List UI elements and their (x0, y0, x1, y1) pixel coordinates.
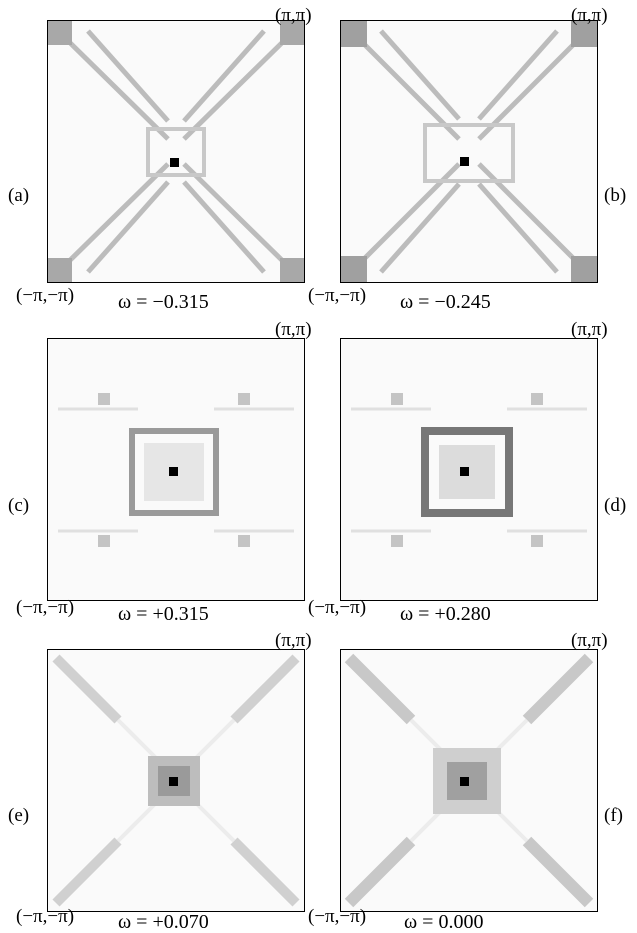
panel-e (47, 649, 305, 912)
panel-a-map (48, 21, 304, 282)
panel-f-corner-bl: (−π,−π) (308, 906, 367, 927)
panel-b-omega: ω = −0.245 (400, 291, 491, 313)
panel-c-map (58, 393, 294, 547)
panel-d-omega: ω = +0.280 (400, 603, 491, 625)
panel-a-corner-tr: (π,π) (275, 5, 312, 26)
panel-c-corner-bl: (−π,−π) (16, 597, 75, 618)
panel-e-center-peak (169, 777, 178, 786)
panel-e-omega: ω = +0.070 (118, 911, 209, 933)
panel-e-corner-tr: (π,π) (275, 630, 312, 651)
panel-f-omega: ω = 0.000 (404, 911, 484, 933)
panel-d-corner-tr: (π,π) (571, 319, 608, 340)
panel-f-label: (f) (604, 805, 623, 826)
panel-b-center-peak (460, 157, 469, 166)
panel-d-label: (d) (604, 495, 627, 516)
panel-c-label: (c) (8, 495, 30, 516)
panel-d (340, 338, 598, 601)
panel-c-corner-tr: (π,π) (275, 319, 312, 340)
panel-a-corner-bl: (−π,−π) (16, 285, 75, 306)
panel-f-map (344, 653, 594, 908)
panel-a (47, 20, 305, 283)
panel-d-center-peak (460, 467, 469, 476)
panel-c (47, 338, 305, 601)
panel-d-map (351, 393, 587, 547)
panel-d-corner-bl: (−π,−π) (308, 597, 367, 618)
panel-e-corner-bl: (−π,−π) (16, 906, 75, 927)
panel-f (340, 649, 598, 912)
panel-c-center-peak (169, 467, 178, 476)
panel-b-label: (b) (604, 185, 627, 206)
panel-b (340, 20, 598, 283)
panel-a-omega: ω = −0.315 (118, 291, 209, 313)
panel-b-arms (349, 29, 589, 274)
panel-b-corner-bl: (−π,−π) (308, 285, 367, 306)
panel-e-label: (e) (8, 805, 30, 826)
panel-a-center-peak (170, 158, 179, 167)
panel-e-map (52, 654, 300, 907)
panel-f-center-peak (460, 777, 469, 786)
panel-f-corner-tr: (π,π) (571, 630, 608, 651)
panel-a-label: (a) (8, 185, 30, 206)
panel-c-omega: ω = +0.315 (118, 603, 209, 625)
panel-b-map (341, 21, 597, 282)
panel-b-corner-tr: (π,π) (571, 5, 608, 26)
panel-a-arms (56, 29, 296, 274)
